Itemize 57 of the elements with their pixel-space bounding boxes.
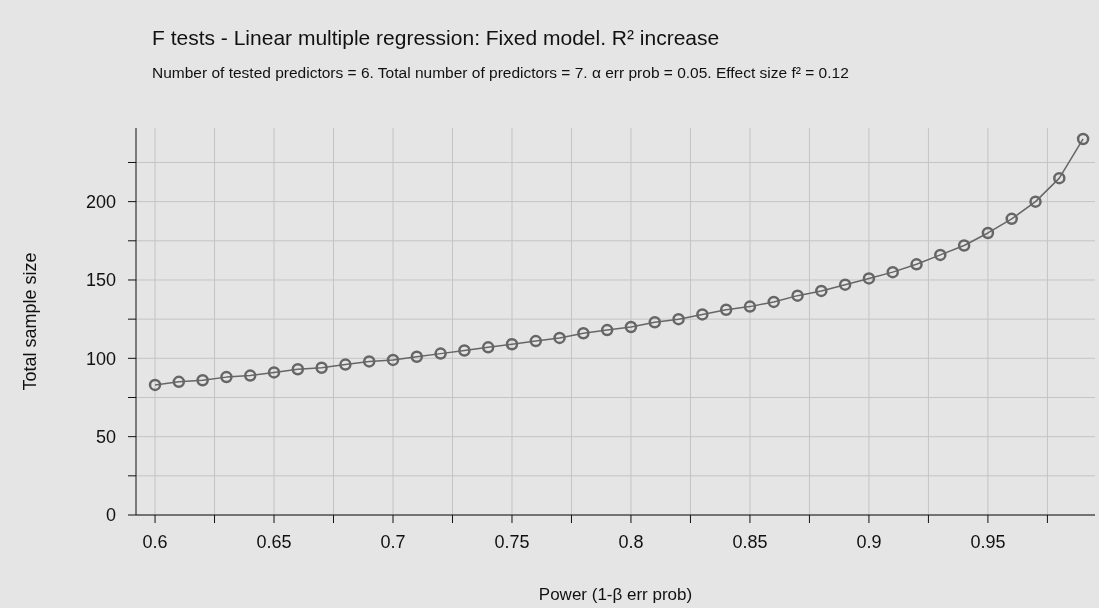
point [148, 378, 162, 392]
point [196, 374, 209, 387]
point [600, 323, 614, 337]
point [172, 375, 186, 389]
point [362, 355, 376, 368]
point [1076, 132, 1090, 146]
point [862, 272, 876, 285]
point [767, 295, 780, 309]
point [719, 303, 733, 316]
x-tick-label: 0.75 [494, 531, 530, 552]
point [505, 337, 519, 351]
point [815, 284, 828, 298]
y-tick-label: 150 [85, 270, 116, 291]
x-tick-label: 0.9 [856, 531, 882, 552]
point [886, 265, 899, 279]
point [1005, 212, 1018, 226]
point [624, 320, 638, 334]
point [1053, 171, 1066, 185]
point [910, 258, 923, 271]
point [743, 300, 757, 313]
point [1029, 195, 1042, 208]
y-tick-label: 100 [85, 348, 116, 369]
point [791, 289, 804, 302]
y-tick-label: 50 [95, 427, 116, 448]
y-tick-label: 0 [105, 505, 116, 526]
point [267, 366, 281, 379]
point [672, 312, 685, 326]
point [553, 331, 566, 345]
point [957, 239, 971, 252]
x-tick-label: 0.65 [256, 531, 292, 552]
point [577, 327, 590, 340]
point [339, 358, 352, 371]
y-axis-title: Total sample size [20, 252, 41, 391]
y-tick-label: 200 [85, 192, 116, 213]
x-tick-label: 0.85 [732, 531, 768, 552]
point [315, 361, 328, 374]
point [696, 308, 709, 321]
x-tick-label: 0.7 [380, 531, 406, 552]
point [220, 370, 233, 384]
point [458, 344, 471, 357]
point [434, 347, 447, 360]
point [838, 278, 852, 291]
point [981, 226, 995, 240]
x-tick-label: 0.8 [618, 531, 644, 552]
x-axis-title: Power (1-β err prob) [538, 585, 693, 604]
point [386, 353, 400, 367]
chart-subtitle: Number of tested predictors = 6. Total number of predictors = 7. α err prob = 0.05. Effect size f² = 0.12 [152, 63, 850, 83]
x-tick-label: 0.95 [970, 531, 1006, 552]
point [410, 350, 424, 363]
point [291, 363, 305, 376]
point [243, 369, 257, 382]
point [481, 341, 495, 354]
x-tick-label: 0.6 [142, 531, 168, 552]
chart-title: F tests - Linear multiple regression: Fixed model. R² increase [152, 26, 720, 50]
point [529, 334, 543, 348]
point [934, 248, 947, 262]
point [648, 316, 662, 329]
